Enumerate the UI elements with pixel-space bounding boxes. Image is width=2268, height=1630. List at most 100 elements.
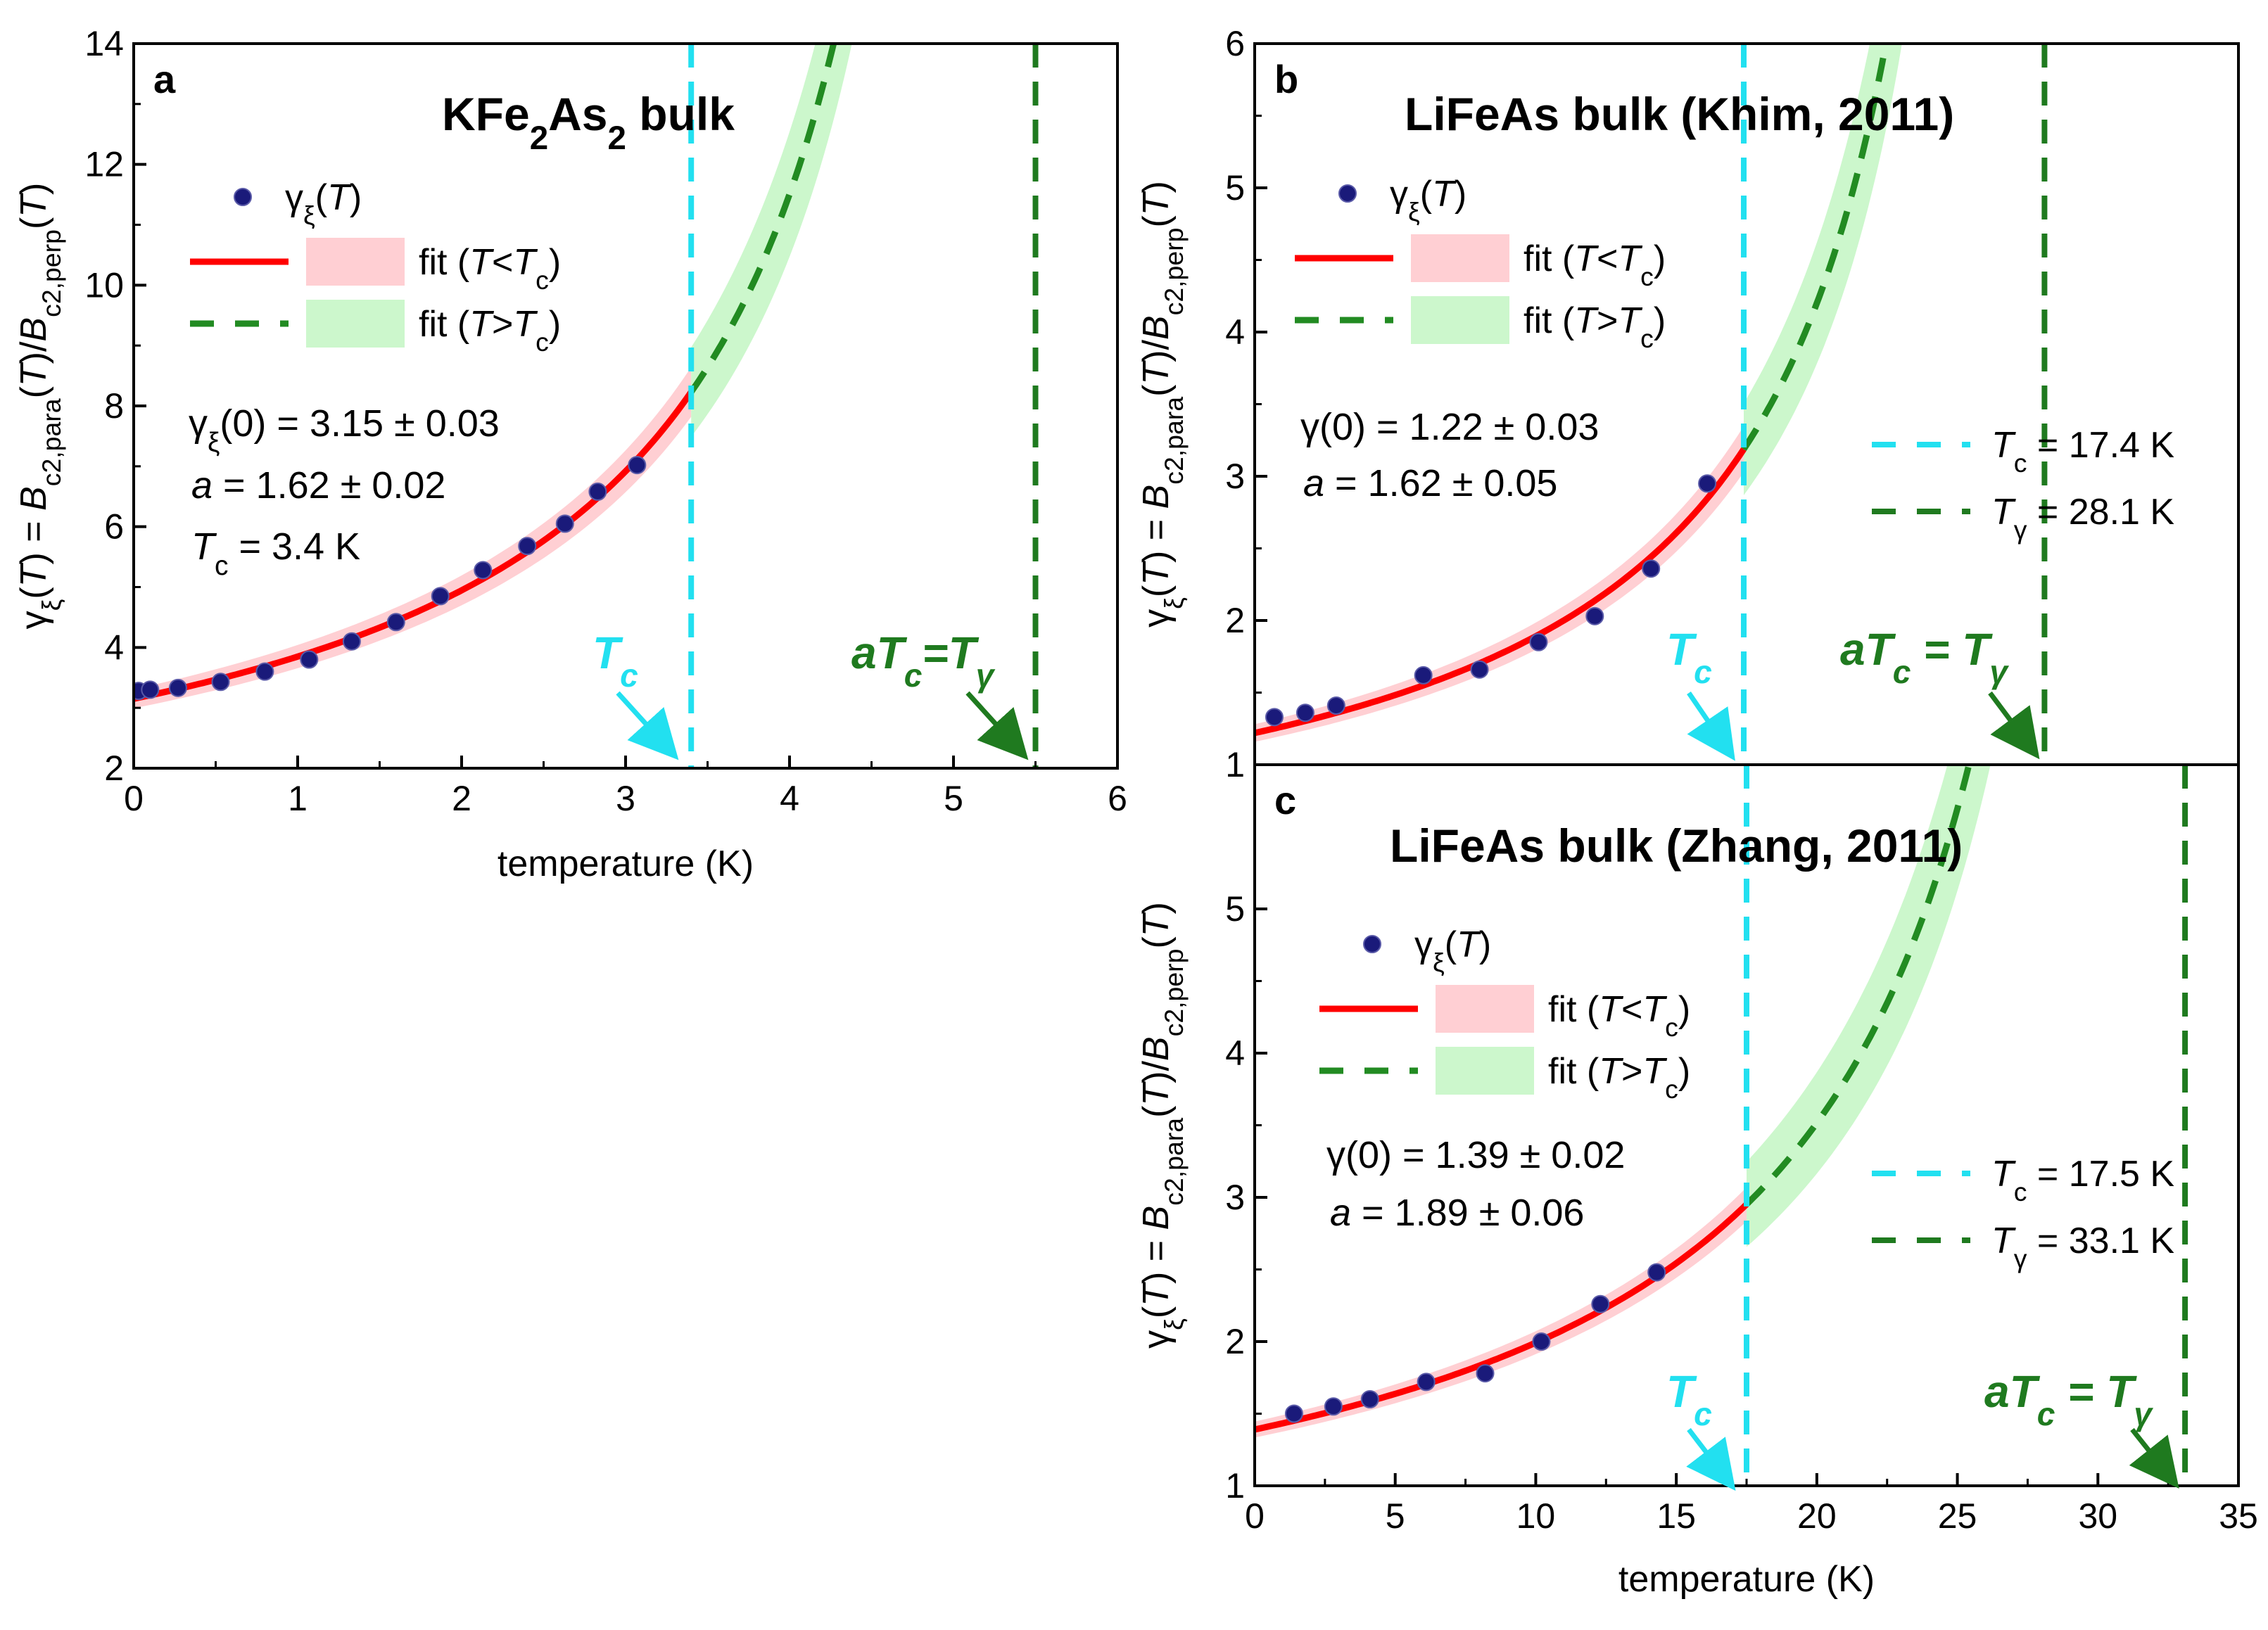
x-tick-label: 2	[452, 779, 471, 818]
y-tick-label: 2	[1225, 601, 1245, 640]
y-tick-label: 1	[1225, 745, 1245, 784]
legend-label-fit-above: fit (T>Tc)	[419, 304, 561, 357]
y-tick-label: 4	[1225, 1033, 1245, 1073]
y-tick-label: 2	[1225, 1322, 1245, 1361]
plot-area-c	[1255, 765, 2188, 1486]
fit-band-above-tc	[691, 44, 852, 437]
data-point	[1529, 632, 1548, 651]
data-point	[1647, 1263, 1666, 1282]
y-axis-title: γξ(T) = Bc2,para(T)/Bc2,perp(T)	[1136, 181, 1189, 628]
legend-label-fit-below: fit (T<Tc)	[1523, 238, 1666, 291]
param-a-c: a = 1.89 ± 0.06	[1330, 1192, 1584, 1234]
legend-label-tgamma: Tγ = 33.1 K	[1991, 1221, 2174, 1273]
x-axis-title: temperature (K)	[498, 843, 754, 884]
annotation-tgamma-arrow	[1988, 691, 2040, 760]
data-point	[1326, 696, 1345, 715]
y-tick-label: 1	[1225, 1466, 1245, 1505]
data-point	[141, 680, 160, 699]
panel-c-chart: 1 2 3 4 5 0 5 10 15 20 25 30 35 temperature (K) γξ(T) …	[1136, 763, 2258, 1600]
x-tick-label: 5	[944, 779, 963, 818]
panel-title-c: LiFeAs bulk (Zhang, 2011)	[1390, 820, 1963, 872]
x-tick-label: 30	[2078, 1496, 2117, 1536]
annotation-tc-label: Tc	[1666, 1366, 1712, 1432]
data-point	[518, 537, 537, 556]
data-point	[1265, 708, 1284, 727]
data-point	[628, 456, 647, 475]
annotation-tgamma-arrow	[2129, 1427, 2179, 1489]
y-tick-label: 5	[1225, 168, 1245, 208]
legend-point-marker	[1363, 935, 1381, 953]
annotation-tc-arrow	[1687, 692, 1735, 761]
data-point	[1476, 1364, 1495, 1383]
annotation-tgamma-arrow	[965, 691, 1029, 760]
x-tick-label: 10	[1516, 1496, 1556, 1536]
param-tc-a: Tc = 3.4 K	[191, 526, 360, 581]
y-tick-label: 14	[84, 24, 124, 63]
legend-label-points: γξ(T)	[285, 177, 362, 230]
data-point	[555, 514, 574, 533]
plot-area-b	[1255, 44, 2048, 765]
x-tick-label: 35	[2219, 1496, 2258, 1536]
panel-letter: a	[153, 57, 176, 101]
data-point	[1414, 666, 1433, 685]
y-tick-label: 8	[104, 386, 124, 426]
data-point	[342, 632, 361, 651]
annotation-tc-arrow	[616, 691, 679, 760]
data-point	[1585, 606, 1604, 625]
x-tick-label: 1	[288, 779, 308, 818]
fit-curve-above-tc	[1741, 44, 1889, 451]
annotation-tgamma-label: aTc=Tγ	[851, 628, 996, 694]
legend-fit-above-band	[306, 300, 405, 348]
x-tick-label: 3	[616, 779, 635, 818]
data-point	[1470, 660, 1489, 679]
y-tick-label: 3	[1225, 457, 1245, 496]
x-tick-label: 20	[1797, 1496, 1837, 1536]
y-tick-label: 10	[84, 265, 124, 305]
y-tick-label: 4	[104, 628, 124, 667]
y-tick-label: 6	[1225, 24, 1245, 63]
data-point	[255, 662, 274, 681]
annotation-tc-label: Tc	[593, 628, 638, 694]
legend-label-points: γξ(T)	[1390, 174, 1466, 227]
annotation-tc-arrow	[1686, 1427, 1736, 1491]
data-point	[168, 678, 187, 697]
fit-band-above-tc	[1747, 765, 1991, 1247]
panel-letter: b	[1274, 57, 1298, 101]
legend-label-tc: Tc = 17.5 K	[1991, 1154, 2174, 1206]
legend-label-fit-below: fit (T<Tc)	[1548, 989, 1690, 1042]
legend-fit-above-band	[1436, 1047, 1534, 1095]
data-point	[1324, 1397, 1343, 1416]
panel-b-chart: 1 2 3 4 5 6 γξ(T) = Bc2,para(T)/Bc2,perp(T) b Li…	[1136, 24, 2240, 784]
param-gamma0-a: γξ(0) = 3.15 ± 0.03	[189, 402, 500, 458]
legend-label-fit-below: fit (T<Tc)	[419, 242, 561, 295]
legend-fit-below-band	[1411, 234, 1509, 282]
x-tick-label: 0	[1245, 1496, 1265, 1536]
legend-label-fit-above: fit (T>Tc)	[1548, 1051, 1690, 1104]
data-point	[300, 650, 319, 669]
legend-fit-below-band	[306, 238, 405, 286]
param-gamma0-c: γ(0) = 1.39 ± 0.02	[1326, 1134, 1625, 1176]
x-tick-label: 25	[1938, 1496, 1977, 1536]
legend-label-tgamma: Tγ = 28.1 K	[1991, 492, 2174, 545]
data-point	[1532, 1332, 1551, 1351]
data-point	[1360, 1390, 1379, 1408]
plot-area-a	[134, 44, 1039, 768]
x-tick-label: 15	[1656, 1496, 1696, 1536]
legend-point-marker	[1338, 184, 1357, 203]
data-point	[588, 482, 607, 501]
annotation-tgamma-label: aTc = Tγ	[1840, 624, 2009, 690]
panel-letter: c	[1274, 778, 1296, 822]
data-point	[431, 587, 450, 606]
data-point	[1698, 474, 1717, 493]
data-point	[1417, 1373, 1436, 1392]
legend-point-marker	[234, 188, 252, 206]
legend-fit-above-band	[1411, 296, 1509, 344]
data-point	[1295, 703, 1314, 722]
legend-fit-below-band	[1436, 985, 1534, 1033]
data-point	[386, 613, 405, 632]
param-gamma0-b: γ(0) = 1.22 ± 0.03	[1300, 406, 1599, 448]
y-axis-title: γξ(T) = Bc2,para(T)/Bc2,perp(T)	[13, 183, 66, 630]
annotation-tgamma-label: aTc = Tγ	[1984, 1366, 2153, 1432]
fit-band-above-tc	[1744, 44, 1902, 495]
